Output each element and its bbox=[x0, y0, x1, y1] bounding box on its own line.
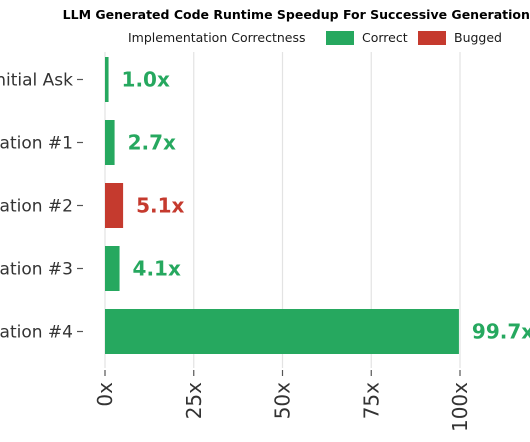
chart-title: LLM Generated Code Runtime Speedup For S… bbox=[63, 7, 530, 22]
legend-title: Implementation Correctness bbox=[128, 30, 306, 45]
legend-swatch-correct bbox=[326, 31, 354, 45]
legend-label-bugged: Bugged bbox=[454, 30, 502, 45]
data-label: 4.1x bbox=[133, 257, 181, 281]
x-tick-label: 50x bbox=[271, 382, 295, 419]
y-tick-label: Generation #2 bbox=[0, 197, 73, 217]
data-labels: 1.0x 2.7x 5.1x 4.1x 99.7x bbox=[122, 68, 530, 344]
bars bbox=[105, 57, 459, 354]
legend-swatch-bugged bbox=[418, 31, 446, 45]
bar bbox=[105, 246, 120, 291]
x-axis: 0x 25x 50x 75x 100x bbox=[93, 370, 472, 432]
bar bbox=[105, 183, 124, 228]
x-tick-label: 75x bbox=[359, 382, 383, 419]
legend: Implementation Correctness Correct Bugge… bbox=[128, 30, 502, 45]
legend-label-correct: Correct bbox=[362, 30, 408, 45]
y-tick-label: Initial Ask bbox=[0, 71, 73, 91]
y-axis: Initial Ask Generation #1 Generation #2 Gen… bbox=[0, 71, 83, 343]
data-label: 2.7x bbox=[128, 131, 176, 155]
y-tick-label: Generation #3 bbox=[0, 260, 73, 280]
x-tick-label: 100x bbox=[448, 382, 472, 432]
data-label: 1.0x bbox=[122, 68, 170, 92]
y-tick-label: Generation #4 bbox=[0, 323, 73, 343]
x-tick-label: 0x bbox=[93, 382, 117, 407]
data-label: 5.1x bbox=[136, 194, 184, 218]
data-label: 99.7x bbox=[472, 320, 530, 344]
y-tick-label: Generation #1 bbox=[0, 134, 73, 154]
bar bbox=[105, 57, 109, 102]
x-tick-label: 25x bbox=[182, 382, 206, 419]
bar bbox=[105, 120, 115, 165]
bar bbox=[105, 309, 459, 354]
